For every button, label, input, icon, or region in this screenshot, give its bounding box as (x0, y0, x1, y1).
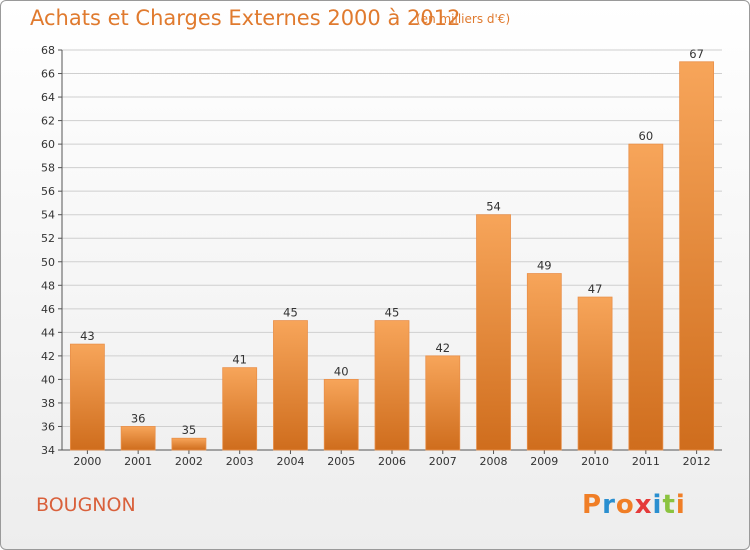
data-label: 67 (689, 47, 704, 61)
data-label: 43 (80, 329, 95, 343)
y-tick-label: 42 (41, 350, 55, 363)
y-tick-label: 36 (41, 420, 55, 433)
chart-subtitle: (en milliers d'€) (416, 12, 511, 26)
x-tick-label: 2000 (73, 455, 101, 468)
proxiti-logo: Proxiti (582, 490, 686, 520)
y-tick-label: 58 (41, 162, 55, 175)
logo-letter: i (675, 490, 686, 520)
logo-letter: P (582, 490, 603, 520)
bar-2008 (476, 214, 511, 451)
logo-letter: t (662, 490, 676, 520)
bar-2002 (171, 437, 207, 451)
y-tick-labels: 34 36 38 40 42 44 46 48 50 52 54 56 58 60 62 64 66 68 (41, 44, 55, 457)
data-label: 54 (486, 200, 501, 214)
y-tick-label: 66 (41, 68, 55, 81)
y-tick-label: 56 (41, 185, 55, 198)
y-tick-label: 48 (41, 279, 55, 292)
y-tick-label: 44 (41, 326, 55, 339)
bar-2004 (273, 320, 308, 451)
bar-2011 (628, 143, 664, 451)
x-tick-label: 2003 (226, 455, 254, 468)
bar-2009 (526, 273, 562, 451)
y-tick-label: 52 (41, 232, 55, 245)
bar-2003 (222, 367, 258, 451)
bars (69, 61, 715, 451)
logo-letter: x (634, 490, 653, 520)
data-label: 42 (435, 341, 450, 355)
y-tick-label: 54 (41, 209, 55, 222)
y-tick-label: 50 (41, 256, 55, 269)
x-tick-label: 2002 (175, 455, 203, 468)
bar-2010 (577, 296, 613, 451)
x-tick-label: 2005 (327, 455, 355, 468)
y-tick-label: 64 (41, 91, 55, 104)
data-label: 45 (283, 306, 298, 320)
data-label: 60 (639, 129, 654, 143)
y-tick-label: 60 (41, 138, 55, 151)
data-labels: 43 36 35 41 45 40 45 42 54 49 47 60 67 (80, 47, 704, 437)
x-tick-label: 2009 (530, 455, 558, 468)
bar-2006 (374, 320, 410, 451)
y-tick-label: 38 (41, 397, 55, 410)
y-tick-label: 46 (41, 303, 55, 316)
data-label: 41 (232, 353, 247, 367)
x-tick-label: 2001 (124, 455, 152, 468)
bar-2000 (69, 343, 105, 451)
x-tick-label: 2011 (632, 455, 660, 468)
y-tick-label: 62 (41, 115, 55, 128)
x-tick-label: 2006 (378, 455, 406, 468)
y-tick-label: 68 (41, 44, 55, 57)
logo-letter: o (615, 490, 635, 520)
x-tick-label: 2008 (480, 455, 508, 468)
bar-2005 (323, 379, 359, 451)
data-label: 45 (385, 306, 400, 320)
logo-letter: i (652, 490, 663, 520)
x-tick-label: 2012 (683, 455, 711, 468)
data-label: 47 (588, 282, 603, 296)
x-tick-label: 2007 (429, 455, 457, 468)
data-label: 35 (182, 423, 197, 437)
chart-title: Achats et Charges Externes 2000 à 2012 (30, 6, 461, 30)
x-tick-labels: 2000 2001 2002 2003 2004 2005 2006 2007 2008 2009… (73, 455, 710, 468)
commune-name: BOUGNON (36, 494, 136, 516)
data-label: 49 (537, 259, 552, 273)
logo-letter: r (602, 490, 616, 520)
x-tick-label: 2004 (276, 455, 304, 468)
bar-2007 (425, 355, 461, 451)
y-tick-label: 34 (41, 444, 55, 457)
bar-2001 (120, 426, 156, 451)
x-tick-label: 2010 (581, 455, 609, 468)
data-label: 40 (334, 364, 349, 378)
data-label: 36 (131, 411, 146, 425)
y-tick-label: 40 (41, 373, 55, 386)
bar-2012 (679, 61, 715, 451)
